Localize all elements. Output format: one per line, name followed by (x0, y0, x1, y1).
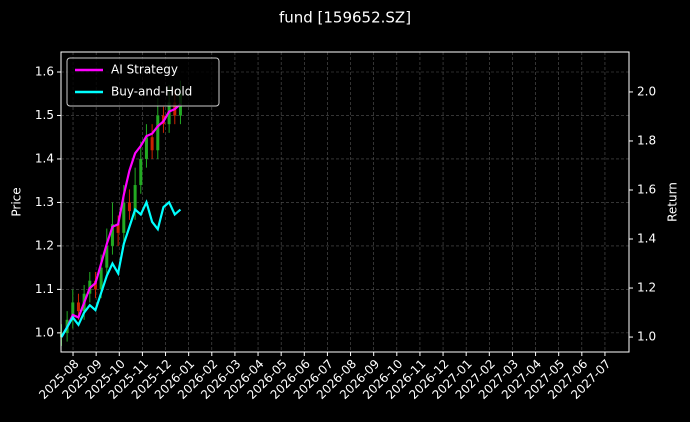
y-tick-label: 1.2 (35, 238, 54, 252)
line-series (60, 103, 182, 338)
legend-label: AI Strategy (111, 63, 178, 77)
candle-body (150, 137, 154, 151)
candle-body (156, 115, 160, 151)
y-tick-label: 1.1 (35, 282, 54, 296)
candle-body (93, 280, 97, 290)
legend-label: Buy-and-Hold (111, 85, 192, 99)
y-tick-label: 1.4 (35, 151, 54, 165)
y2-tick-label: 1.8 (637, 133, 656, 147)
candle-body (139, 158, 143, 186)
y2-tick-label: 1.0 (637, 330, 656, 344)
plot-frame (60, 51, 630, 353)
y-tick-label: 1.5 (35, 108, 54, 122)
candle-body (122, 202, 126, 233)
y2-tick-label: 1.4 (637, 232, 656, 246)
y2-tick-label: 2.0 (637, 84, 656, 98)
candle-body (144, 137, 148, 159)
candle-body (127, 202, 131, 212)
line-series (60, 199, 182, 338)
candle-body (105, 245, 109, 268)
candle-body (99, 267, 103, 290)
y-tick-label: 1.6 (35, 65, 54, 79)
candle-body (71, 302, 75, 320)
legend: AI Strategy Buy-and-Hold (66, 57, 220, 107)
y-tick-label: 1.3 (35, 195, 54, 209)
candle-body (110, 224, 114, 246)
candle-body (116, 224, 120, 233)
chart-title: fund [159652.SZ] (279, 9, 411, 27)
legend-box (66, 57, 220, 107)
candle-body (76, 302, 80, 312)
y-tick-label: 1.0 (35, 325, 54, 339)
candle-body (133, 185, 137, 212)
y2-tick-label: 1.6 (637, 182, 656, 196)
y-axis-label: Price (10, 187, 24, 216)
y2-axis-label: Return (666, 182, 680, 222)
y2-tick-label: 1.2 (637, 281, 656, 295)
